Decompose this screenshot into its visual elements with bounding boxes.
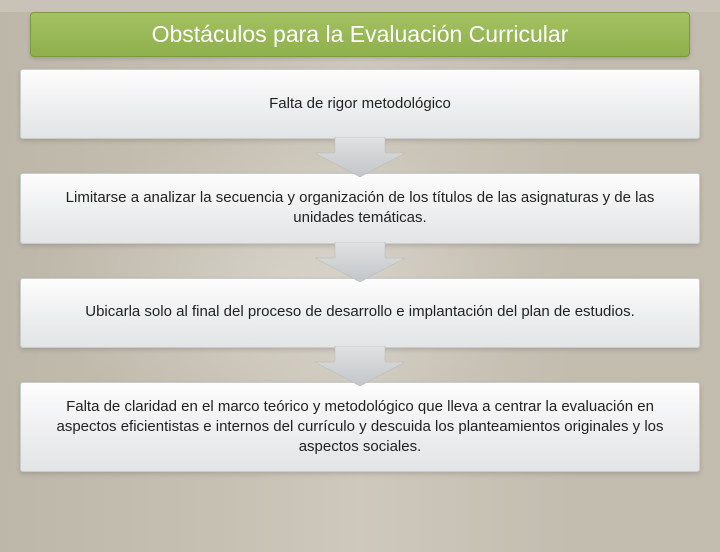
title-text: Obstáculos para la Evaluación Curricular [152, 21, 569, 47]
flow-box: Limitarse a analizar la secuencia y orga… [20, 173, 700, 244]
flow-box: Ubicarla solo al final del proceso de de… [20, 278, 700, 348]
arrow-down-icon [315, 242, 405, 282]
title-bar: Obstáculos para la Evaluación Curricular [30, 12, 690, 57]
arrow-down-icon [315, 137, 405, 177]
flow-box-text: Limitarse a analizar la secuencia y orga… [43, 188, 677, 229]
flow-box-text: Falta de claridad en el marco teórico y … [43, 397, 677, 458]
arrow-down-icon [315, 346, 405, 386]
flow-box-text: Falta de rigor metodológico [269, 94, 451, 114]
flow-arrow [20, 137, 700, 175]
flow-box: Falta de rigor metodológico [20, 69, 700, 139]
flow-box-text: Ubicarla solo al final del proceso de de… [85, 302, 635, 322]
flow-box: Falta de claridad en el marco teórico y … [20, 382, 700, 473]
flow-arrow [20, 242, 700, 280]
flow-arrow [20, 346, 700, 384]
flow-container: Falta de rigor metodológico Limitarse a … [0, 57, 720, 482]
